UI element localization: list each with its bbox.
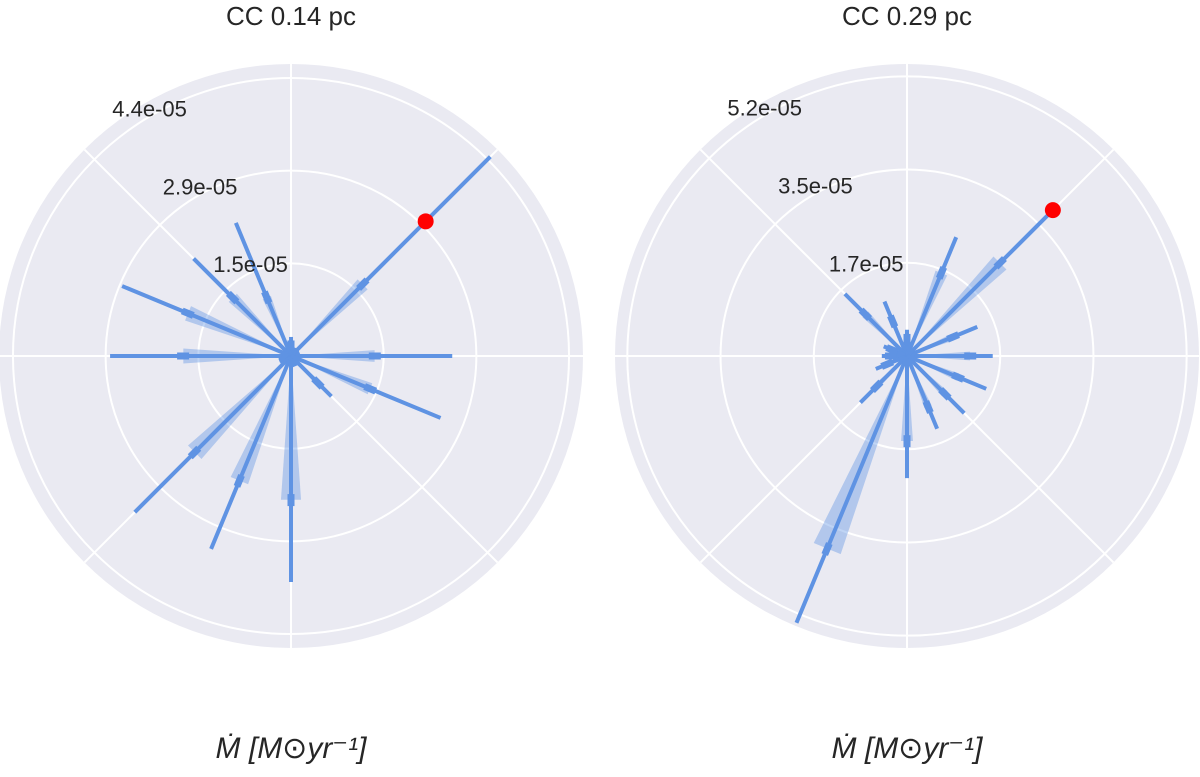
radial-bar bbox=[905, 236, 959, 357]
wedge bbox=[813, 356, 907, 555]
radial-bar bbox=[858, 354, 909, 405]
median-marker bbox=[356, 277, 370, 291]
median-marker bbox=[821, 542, 833, 556]
highlight-point bbox=[417, 213, 434, 230]
median-marker bbox=[880, 358, 895, 370]
median-marker bbox=[187, 445, 202, 460]
radial-bar bbox=[209, 355, 293, 550]
r-grid-line bbox=[626, 75, 1188, 637]
median-marker bbox=[869, 379, 884, 394]
r-tick-label: 3.5e-05 bbox=[778, 173, 853, 198]
r-tick-label: 2.9e-05 bbox=[163, 174, 238, 199]
radial-bar bbox=[133, 354, 293, 514]
chart-title: CC 0.14 pc bbox=[226, 1, 356, 31]
median-marker bbox=[225, 290, 240, 305]
radial-bar bbox=[905, 355, 939, 430]
radial-bar bbox=[121, 284, 292, 358]
median-marker bbox=[180, 307, 195, 319]
r-tick-label: 1.7e-05 bbox=[829, 252, 904, 277]
median-marker bbox=[261, 290, 273, 305]
radial-bar bbox=[882, 300, 909, 357]
highlight-point bbox=[1044, 202, 1061, 219]
median-marker bbox=[946, 331, 960, 343]
median-marker bbox=[363, 383, 378, 395]
radial-bar bbox=[905, 354, 966, 415]
median-marker bbox=[887, 314, 899, 329]
radial-bar bbox=[234, 222, 293, 357]
r-tick-label: 1.5e-05 bbox=[213, 252, 288, 277]
r-grid-line bbox=[11, 76, 571, 636]
median-marker bbox=[938, 387, 952, 401]
radial-bar bbox=[794, 355, 909, 624]
radial-bar bbox=[905, 213, 1050, 358]
r-tick-label: 5.2e-05 bbox=[727, 95, 802, 120]
median-marker bbox=[935, 265, 947, 280]
axis-label: Ṁ [M⊙yr⁻¹] bbox=[216, 732, 368, 765]
median-marker bbox=[885, 344, 900, 356]
radial-bar bbox=[192, 257, 293, 358]
median-marker bbox=[951, 371, 965, 383]
radial-bar bbox=[843, 292, 909, 358]
median-marker bbox=[311, 376, 325, 390]
median-marker bbox=[233, 474, 245, 488]
median-marker bbox=[993, 256, 1007, 270]
r-tick-label: 4.4e-05 bbox=[112, 97, 187, 122]
median-marker bbox=[922, 400, 934, 414]
radial-bar bbox=[289, 354, 333, 398]
radial-bar bbox=[906, 354, 987, 391]
radial-bar bbox=[289, 155, 492, 358]
chart-title: CC 0.29 pc bbox=[842, 1, 972, 31]
radial-bar bbox=[906, 325, 979, 358]
median-marker bbox=[858, 307, 873, 322]
r-grid-line bbox=[719, 168, 1095, 544]
axis-label: Ṁ [M⊙yr⁻¹] bbox=[832, 732, 984, 765]
